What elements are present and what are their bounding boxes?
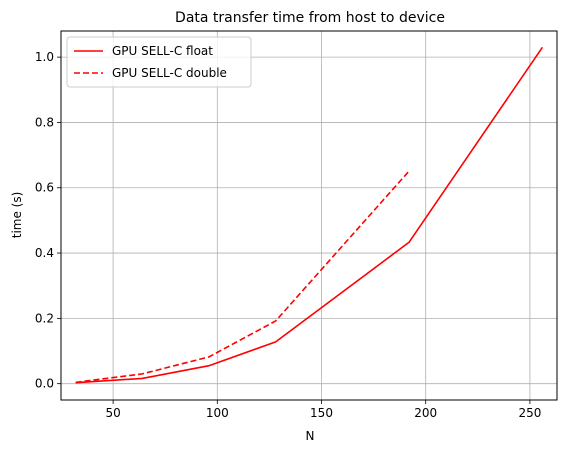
x-tick-label: 200 — [414, 406, 437, 420]
legend-box — [66, 36, 252, 88]
series-line-float — [75, 46, 544, 384]
legend-label-float: GPU SELL-C float — [112, 44, 213, 58]
series-line-double — [75, 170, 410, 384]
x-tick-label: 100 — [206, 406, 229, 420]
y-axis-label: time (s) — [10, 192, 24, 239]
legend-label-double: GPU SELL-C double — [112, 66, 227, 80]
series-layer — [75, 46, 544, 384]
legend: GPU SELL-C float GPU SELL-C double — [66, 36, 252, 88]
y-tick-label: 0.0 — [35, 377, 54, 391]
ticks-layer: 50 100 150 200 250 0.0 0.2 0.4 0.6 0.8 1.0 — [35, 50, 541, 420]
x-tick-label: 250 — [518, 406, 541, 420]
y-tick-label: 0.8 — [35, 115, 54, 129]
chart-title: Data transfer time from host to device — [175, 10, 445, 26]
y-tick-label: 0.6 — [35, 181, 54, 195]
x-tick-label: 50 — [105, 406, 120, 420]
x-axis-label: N — [306, 429, 315, 443]
y-tick-label: 0.4 — [35, 246, 54, 260]
plot-frame — [60, 30, 558, 401]
y-tick-label: 0.2 — [35, 311, 54, 325]
x-tick-label: 150 — [310, 406, 333, 420]
y-tick-label: 1.0 — [35, 50, 54, 64]
